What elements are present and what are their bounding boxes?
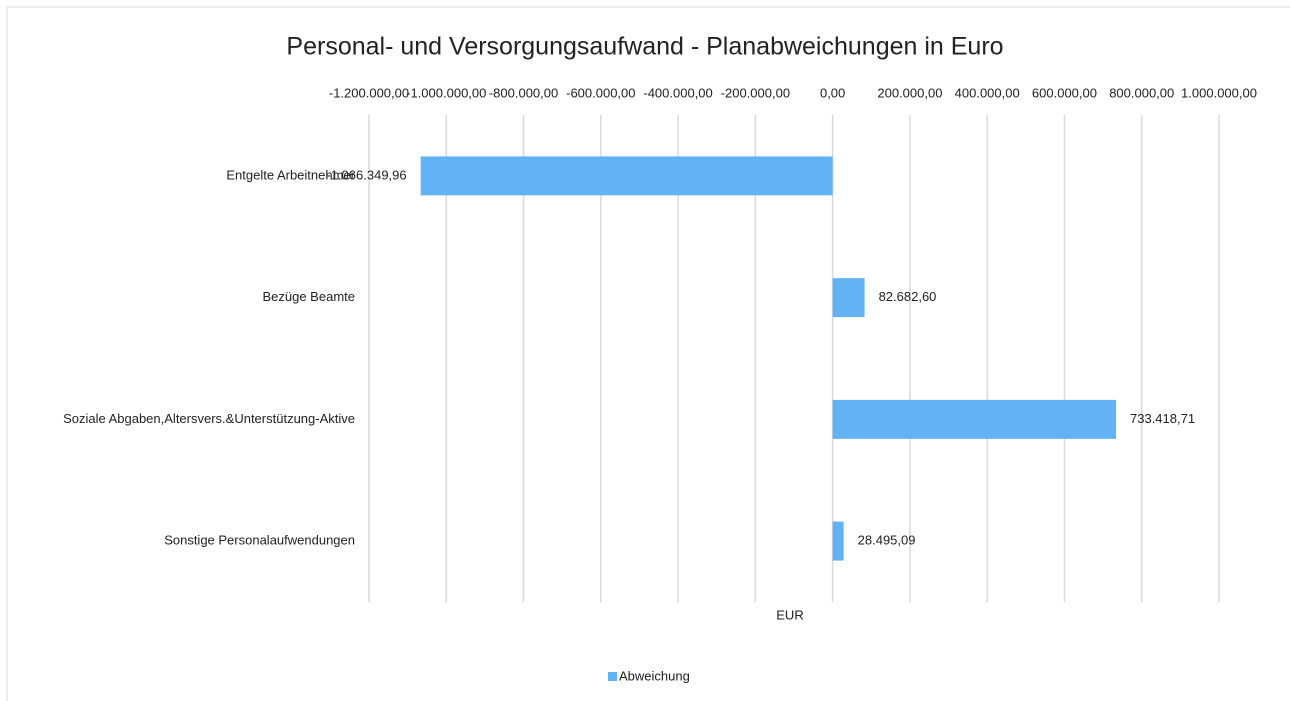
- bar: [832, 278, 865, 318]
- data-label: 733.418,71: [1130, 411, 1195, 426]
- y-tick-label: Bezüge Beamte: [262, 289, 355, 304]
- data-label: 82.682,60: [879, 289, 937, 304]
- x-tick-label: -1.000.000,00: [406, 85, 486, 100]
- x-tick-label: -200.000,00: [721, 85, 790, 100]
- x-tick-label: 0,00: [820, 85, 845, 100]
- x-tick-label: 400.000,00: [955, 85, 1020, 100]
- x-tick-label: 800.000,00: [1109, 85, 1174, 100]
- bar: [832, 521, 844, 561]
- chart-border: [6, 6, 1290, 701]
- data-label: -1.066.349,96: [326, 167, 406, 182]
- chart-title: Personal- und Versorgungsaufwand - Plana…: [286, 33, 1003, 61]
- x-tick-label: 600.000,00: [1032, 85, 1097, 100]
- legend-swatch: [608, 672, 617, 681]
- x-tick-label: -400.000,00: [643, 85, 712, 100]
- x-tick-label: 1.000.000,00: [1181, 85, 1257, 100]
- legend-label: Abweichung: [619, 668, 690, 683]
- x-tick-label: -1.200.000,00: [329, 85, 409, 100]
- x-tick-label: -600.000,00: [566, 85, 635, 100]
- x-axis-label: EUR: [776, 607, 803, 622]
- x-tick-label: -800.000,00: [489, 85, 558, 100]
- y-tick-label: Soziale Abgaben,Altersvers.&Unterstützun…: [63, 411, 355, 426]
- bar: [832, 399, 1117, 439]
- x-tick-label: 200.000,00: [877, 85, 942, 100]
- y-tick-label: Sonstige Personalaufwendungen: [164, 533, 355, 548]
- y-tick-label: Entgelte Arbeitnehmer: [226, 167, 355, 182]
- bar: [420, 156, 833, 196]
- data-label: 28.495,09: [858, 533, 916, 548]
